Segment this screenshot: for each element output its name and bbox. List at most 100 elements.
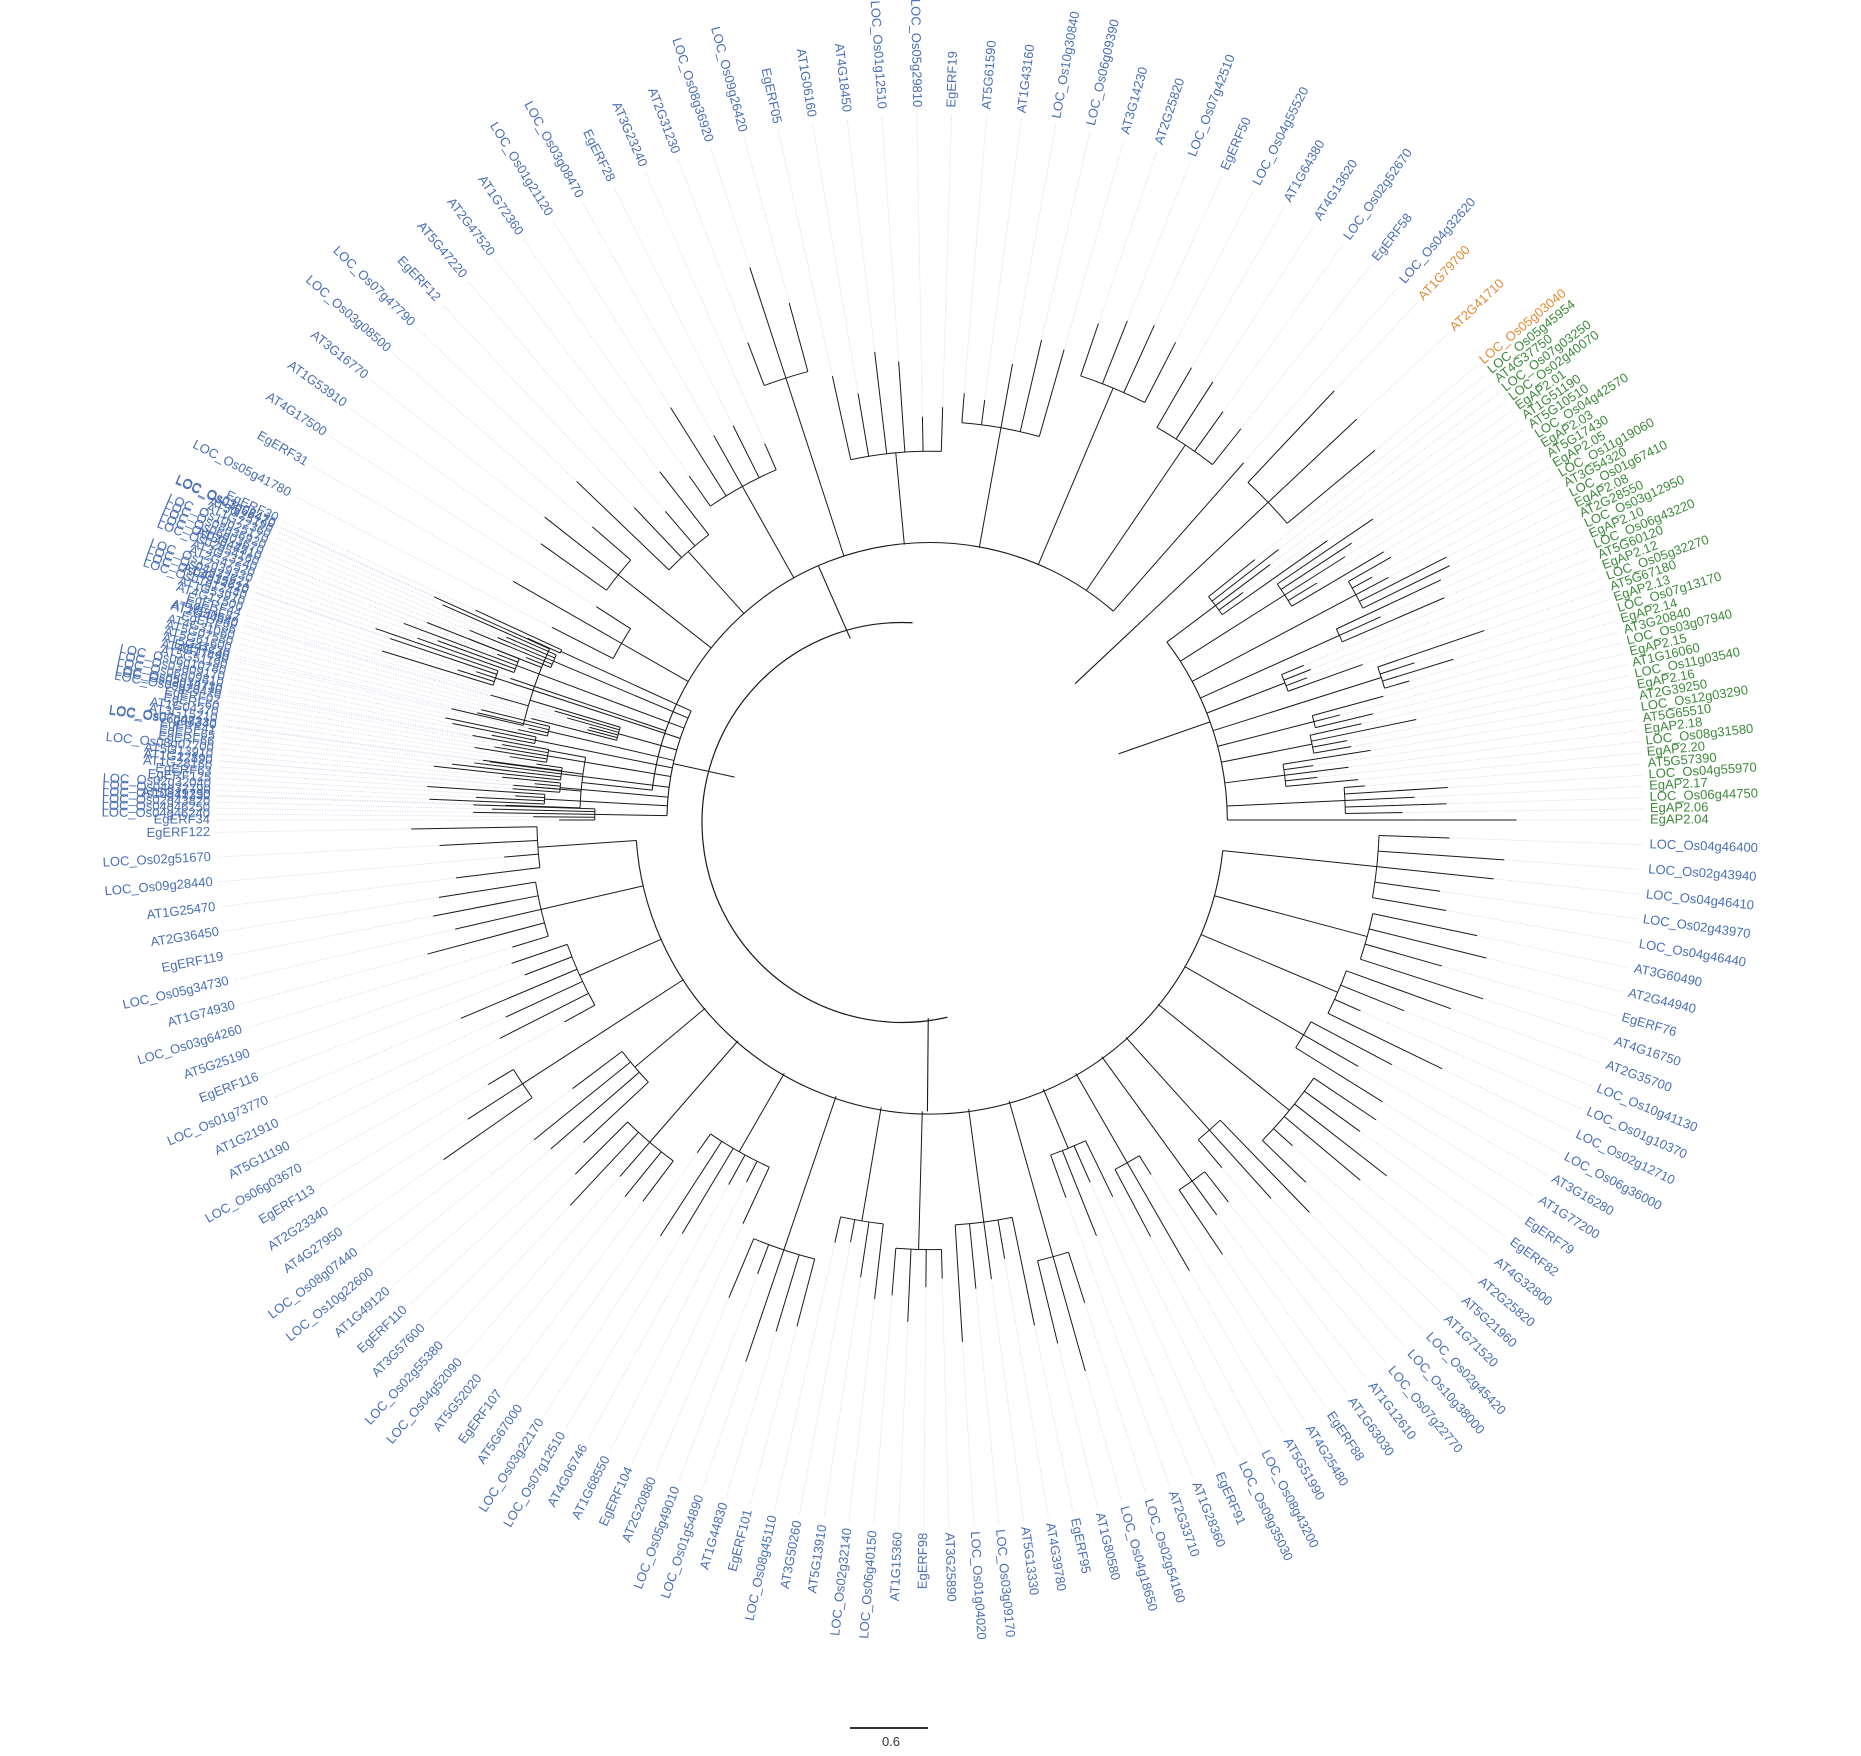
tip-guide <box>370 380 545 518</box>
tip-branch <box>1219 1119 1310 1213</box>
tip-branch <box>1285 677 1308 687</box>
tip-label: EgERF41 <box>159 715 217 737</box>
tip-branch <box>554 710 620 731</box>
tip-guide <box>1356 333 1449 420</box>
tip-branch <box>1339 616 1381 636</box>
tip-guide <box>1444 536 1585 599</box>
tip-label: EgAP2.17 <box>1649 775 1708 793</box>
subclade-branch <box>649 1040 739 1143</box>
subclade-arc <box>1295 1021 1312 1049</box>
tip-guide <box>743 137 790 304</box>
tip-guide <box>1380 526 1580 618</box>
tip-branch <box>1247 390 1335 483</box>
tip-guide <box>1402 808 1644 813</box>
tip-branch <box>1309 723 1362 736</box>
subclade-branch <box>594 813 667 817</box>
tip-label: AT4G13620 <box>1311 157 1361 223</box>
tip-guide <box>1450 1008 1601 1064</box>
tip-guide <box>1004 1258 1049 1518</box>
tip-guide <box>1449 837 1644 846</box>
tip-guide <box>294 496 553 628</box>
tip-branch <box>1340 984 1405 1012</box>
tip-branch <box>983 1222 992 1279</box>
tip-guide <box>1391 1064 1560 1154</box>
tip-guide <box>1212 224 1315 383</box>
tip-branch <box>499 992 589 1039</box>
tip-guide <box>1416 675 1630 720</box>
tip-guide <box>1382 1101 1535 1197</box>
tip-label: LOC_Os06g09390 <box>1083 18 1122 127</box>
tip-guide <box>942 113 953 408</box>
tip-label: AT5G13910 <box>804 1524 829 1595</box>
subclade-branch <box>522 979 684 1085</box>
tip-branch <box>796 1258 816 1327</box>
tip-label: LOC_Os05g29810 <box>908 0 925 107</box>
tip-label: LOC_Os09g26420 <box>708 25 751 134</box>
tip-branch <box>1178 1189 1223 1255</box>
tip-guide <box>392 1148 552 1287</box>
tip-guide <box>221 877 457 907</box>
tip-branch <box>511 943 568 964</box>
tip-branch <box>403 622 517 667</box>
tip-label: AT1G25470 <box>146 899 216 922</box>
tip-branch <box>732 425 760 478</box>
tip-branch <box>427 786 545 795</box>
tip-branch <box>728 1238 755 1298</box>
tip-branch <box>891 1248 897 1296</box>
tip-guide <box>1446 797 1644 805</box>
tip-label: AT3G50260 <box>777 1519 804 1590</box>
tip-branch <box>1384 680 1410 689</box>
tip-label: EgAP2.20 <box>1646 738 1706 758</box>
tip-guide <box>1383 457 1544 553</box>
tip-guide <box>1240 264 1372 429</box>
tip-label: EgERF66 <box>158 728 216 749</box>
tip-guide <box>346 1159 444 1228</box>
tip-guide <box>220 742 434 767</box>
tip-branch <box>1068 1252 1086 1303</box>
tip-guide <box>251 598 477 673</box>
tip-branch <box>1273 1128 1293 1147</box>
tip-guide <box>229 684 492 736</box>
tip-branch <box>452 763 562 778</box>
tip-guide <box>774 1242 836 1511</box>
tip-label: AT3G60490 <box>1633 961 1704 990</box>
tip-guide <box>427 1173 576 1323</box>
tip-branch <box>551 626 614 659</box>
subclade-branch <box>1217 721 1314 747</box>
tip-branch <box>567 717 619 733</box>
tip-guide <box>216 845 440 858</box>
tip-label: AT5G13330 <box>1018 1526 1042 1597</box>
subclade-arc <box>627 1121 674 1162</box>
tip-branch <box>980 399 986 425</box>
tip-guide <box>279 527 435 598</box>
tip-guide <box>1370 708 1636 751</box>
tip-guide <box>1310 557 1594 670</box>
tip-branch <box>1080 323 1099 377</box>
tree-branches <box>375 267 1517 1372</box>
tip-branch <box>487 1069 514 1085</box>
tip-guide <box>1388 486 1560 578</box>
subclade-branch <box>617 574 712 649</box>
subclade-branch <box>741 486 795 579</box>
tip-branch <box>1312 740 1348 748</box>
tip-guide <box>1375 1119 1521 1218</box>
tip-guide <box>217 778 516 797</box>
tip-branch <box>860 1221 870 1278</box>
subclade-branch <box>535 739 673 769</box>
subclade-branch <box>968 1108 985 1223</box>
subclade-arc <box>546 726 551 737</box>
tip-guide <box>1357 1065 1548 1176</box>
tip-branch <box>502 776 561 784</box>
tip-guide <box>218 766 513 790</box>
subclade-arc <box>513 1069 533 1099</box>
tip-guide <box>1222 243 1344 412</box>
tip-guide <box>1126 161 1191 322</box>
tip-label: AT5G19790 <box>141 784 211 801</box>
subclade-arc <box>1281 674 1289 692</box>
tip-guide <box>975 1288 1000 1524</box>
tip-guide <box>261 570 405 624</box>
tip-guide <box>224 896 440 932</box>
tip-guide <box>1484 588 1606 631</box>
tip-label: LOC_Os06g44750 <box>1649 785 1758 803</box>
tip-label: EgERF65 <box>158 721 216 743</box>
